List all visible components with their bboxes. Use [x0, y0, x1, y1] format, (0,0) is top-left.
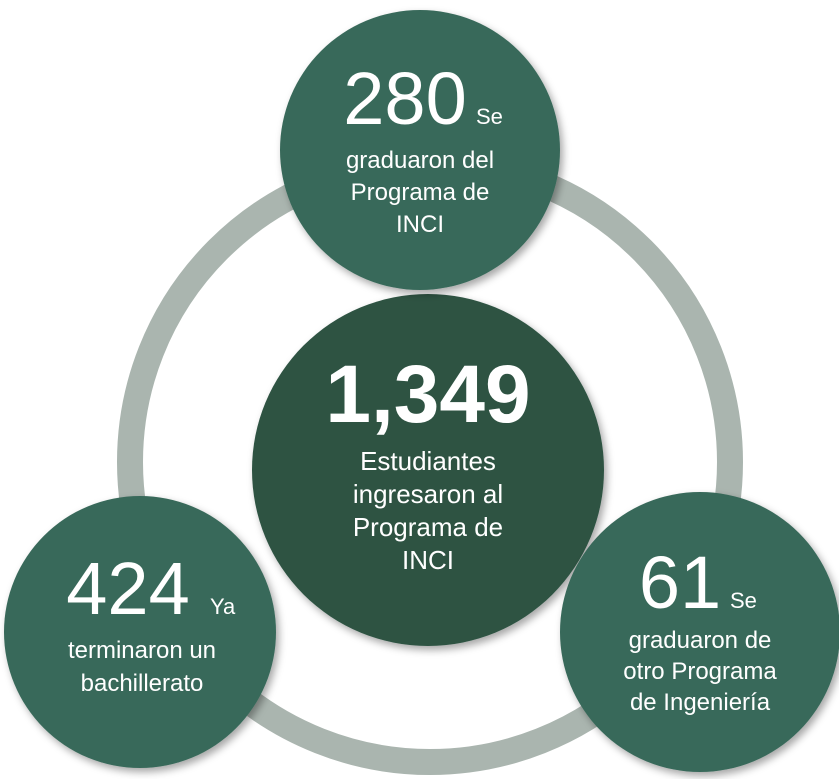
- node-text: graduaron de: [629, 627, 772, 654]
- node-number: 424: [66, 547, 189, 630]
- node-text: INCI: [396, 211, 444, 238]
- node-text: de Ingeniería: [630, 689, 771, 716]
- center-circle: [252, 294, 604, 646]
- node-text: otro Programa: [623, 658, 777, 685]
- node-text: Programa de: [351, 179, 490, 206]
- node-suffix: Se: [730, 588, 757, 613]
- node-text: ingresaron al: [353, 479, 503, 509]
- top-circle: [280, 10, 560, 290]
- node-text: bachillerato: [81, 670, 204, 697]
- node-suffix: Se: [476, 104, 503, 129]
- right-circle: [560, 492, 839, 772]
- node-number: 61: [639, 541, 721, 624]
- node-text: terminaron un: [68, 637, 216, 664]
- node-number: 280: [343, 57, 466, 140]
- node-text: Estudiantes: [360, 446, 496, 476]
- node-suffix: Ya: [210, 594, 236, 619]
- node-number: 1,349: [325, 349, 530, 440]
- node-text: Programa de: [353, 512, 503, 542]
- left-circle: [4, 496, 276, 768]
- node-text: graduaron del: [346, 147, 494, 174]
- node-text: INCI: [402, 545, 454, 575]
